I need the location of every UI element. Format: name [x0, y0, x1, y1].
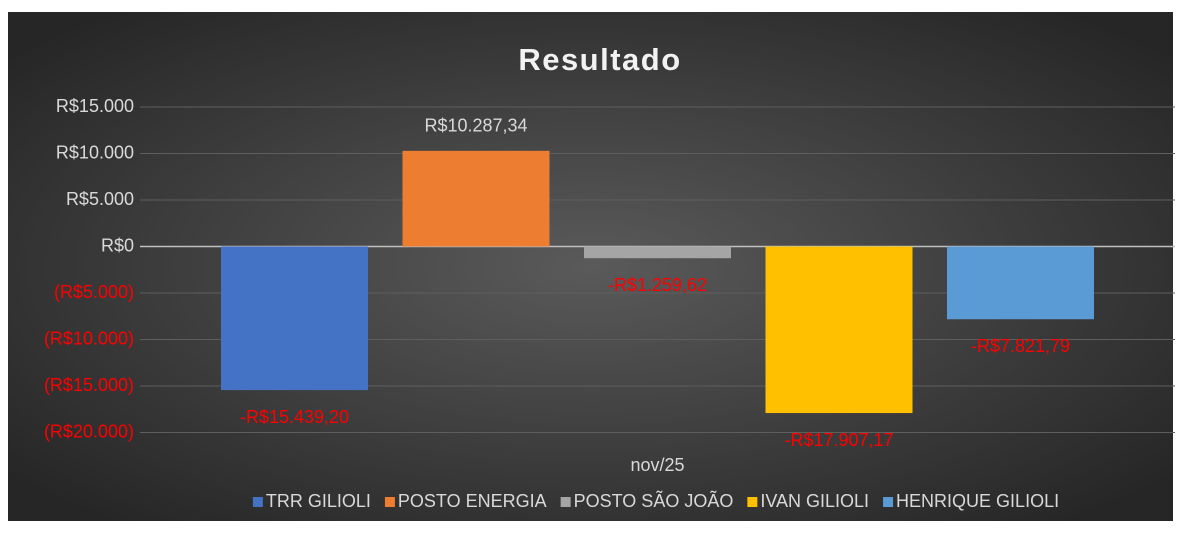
legend-label: POSTO ENERGIA: [398, 491, 547, 511]
y-tick-label: (R$10.000): [44, 328, 134, 348]
legend-swatch: [883, 497, 894, 507]
y-tick-label: R$10.000: [56, 142, 134, 162]
data-label: -R$17.907,17: [784, 430, 893, 450]
bar: [765, 246, 913, 414]
y-tick-label: R$15.000: [56, 96, 134, 116]
bar: [947, 246, 1094, 320]
legend-swatch: [384, 497, 395, 507]
legend-label: TRR GILIOLI: [266, 491, 371, 511]
bar: [221, 246, 368, 391]
y-tick-label: (R$5.000): [54, 282, 134, 302]
chart-title: Resultado: [518, 42, 681, 77]
y-tick-label: (R$15.000): [44, 375, 134, 395]
legend-swatch: [560, 497, 571, 507]
legend-swatch: [252, 497, 263, 507]
y-tick-label: R$5.000: [66, 189, 134, 209]
y-tick-label: (R$20.000): [44, 421, 134, 441]
data-label: -R$7.821,79: [971, 336, 1070, 356]
legend-swatch: [747, 497, 758, 507]
bar: [402, 150, 550, 247]
y-tick-label: R$0: [101, 235, 134, 255]
data-label: -R$15.439,20: [240, 407, 349, 427]
x-tick-label: nov/25: [630, 455, 684, 475]
legend-label: HENRIQUE GILIOLI: [896, 491, 1059, 511]
legend-label: POSTO SÃO JOÃO: [574, 490, 734, 511]
legend-label: IVAN GILIOLI: [760, 491, 869, 511]
bar: [584, 246, 731, 259]
data-label: -R$1.259,62: [608, 275, 707, 295]
data-label: R$10.287,34: [424, 116, 527, 136]
